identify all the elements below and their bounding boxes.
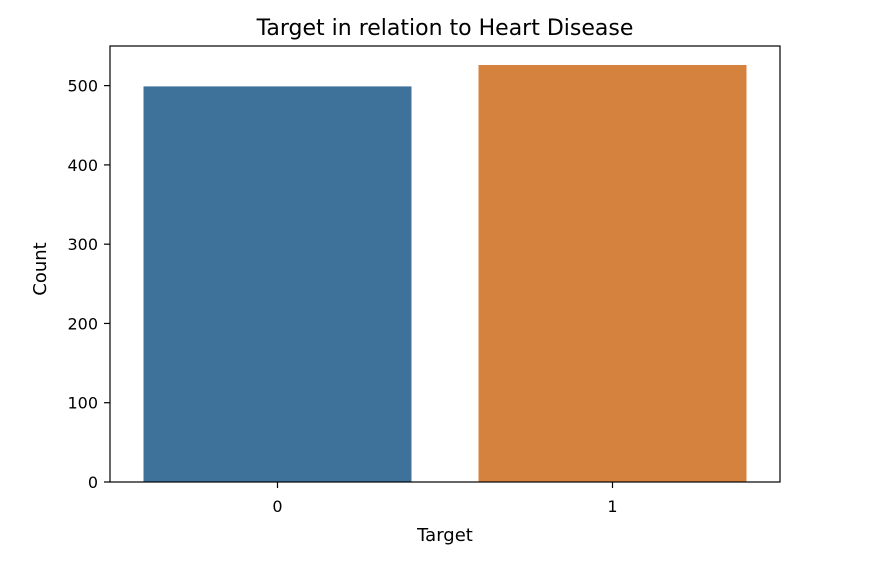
- y-tick-label: 300: [67, 235, 98, 254]
- bar-1: [478, 65, 747, 482]
- ticks-layer: 0 1 0 100 200 300 400 500: [67, 77, 617, 516]
- x-tick-label: 0: [272, 497, 282, 516]
- y-tick-label: 200: [67, 314, 98, 333]
- y-tick-label: 500: [67, 77, 98, 96]
- y-tick-label: 100: [67, 394, 98, 413]
- bars-layer: [143, 65, 747, 483]
- x-tick-label: 1: [607, 497, 617, 516]
- y-tick-label: 400: [67, 156, 98, 175]
- bar-0: [143, 86, 412, 483]
- chart-title: Target in relation to Heart Disease: [256, 16, 634, 41]
- y-axis-label: Count: [30, 242, 51, 295]
- x-axis-label: Target: [416, 525, 473, 546]
- y-tick-label: 0: [88, 473, 98, 492]
- plot-frame: [109, 45, 781, 483]
